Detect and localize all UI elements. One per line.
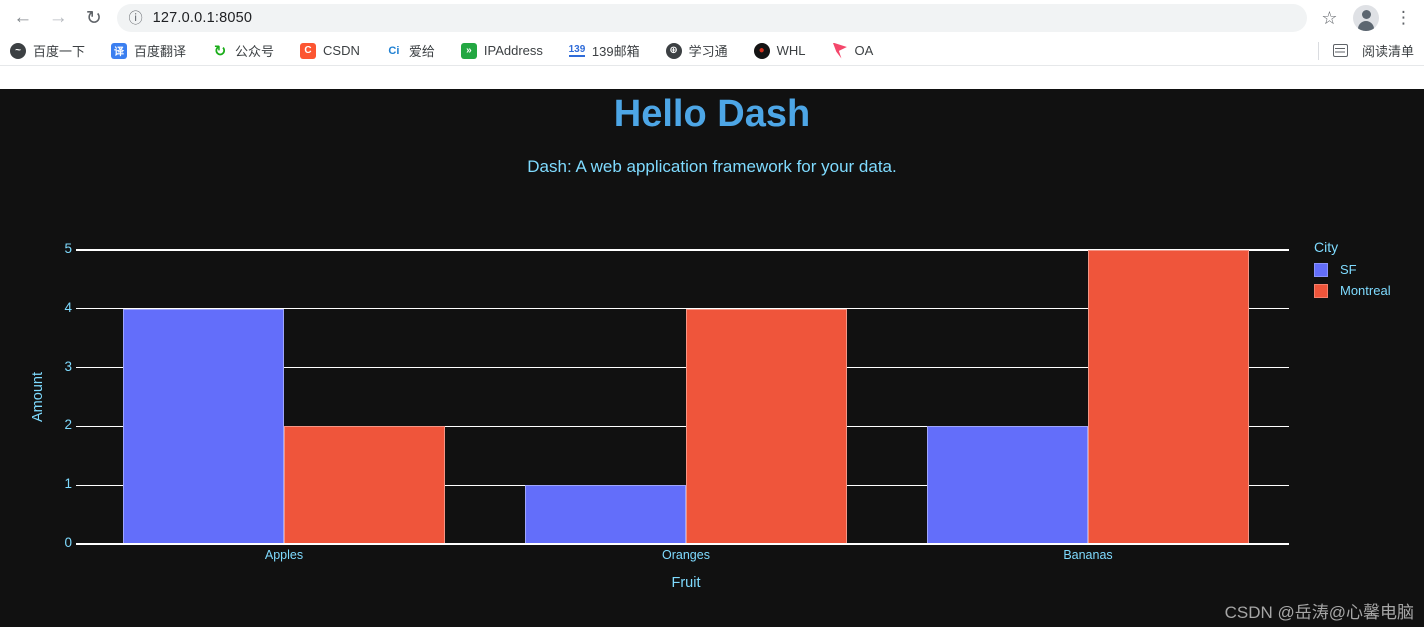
bookmark-公众号[interactable]: ↻ 公众号 [212,41,274,60]
legend-label: Montreal [1340,283,1391,298]
y-tick-mark [76,249,83,251]
bookmark-label: OA [854,43,874,58]
y-tick-label: 4 [64,299,72,315]
bookmark-favicon: ⊕ [665,42,682,59]
y-tick-mark [76,543,83,545]
bookmarks-bar: ~ 百度一下 译百度翻译 ↻ 公众号 C CSDN Ci 爱给 » IPAddress 139 139邮… [0,36,1424,66]
reload-icon[interactable]: ↻ [85,7,102,29]
bookmark-CSDN[interactable]: C CSDN [300,42,360,59]
bookmark-label: 百度一下 [33,44,86,59]
legend-swatch [1314,262,1328,277]
bar-chart: Amount Fruit City SF Montreal 0 1 2 3 4 5 Apple… [0,89,1424,627]
browser-toolbar: ← → ↻ ⓘ 127.0.0.1:8050 ☆ ⋮ [0,0,1424,36]
bookmark-学习通[interactable]: ⊕ 学习通 [665,41,728,60]
bar-sf-oranges[interactable] [525,485,686,544]
avatar-icon [1361,10,1371,19]
bar-montreal-oranges[interactable] [686,308,847,544]
gridline-5 [83,249,1289,251]
bookmark-star-icon[interactable]: ☆ [1321,7,1338,28]
x-tick-label: Bananas [1063,548,1113,562]
dash-app-page: Hello Dash Dash: A web application frame… [0,89,1424,627]
bookmark-favicon: Ci [388,44,400,57]
legend-title: City [1314,239,1339,255]
bookmark-百度翻译[interactable]: 译百度翻译 [111,41,186,60]
bookmark-label: 公众号 [235,44,275,59]
bookmark-百度一下[interactable]: ~ 百度一下 [10,41,85,60]
legend-swatch [1314,283,1328,298]
page-title: Hello Dash [613,93,811,135]
y-tick-label: 3 [64,358,72,374]
browser-menu-icon[interactable]: ⋮ [1394,8,1412,27]
gridline-4 [83,308,1289,310]
y-tick-mark [76,425,83,428]
y-tick-label: 1 [64,476,72,492]
bar-sf-apples[interactable] [123,308,284,544]
reading-list-icon [1332,44,1348,57]
bookmark-爱给[interactable]: Ci 爱给 [386,41,435,60]
x-tick-label: Oranges [662,548,710,562]
y-tick-label: 2 [64,417,72,433]
bookmark-label: 139邮箱 [591,44,640,59]
x-axis-title: Fruit [671,575,701,591]
bookmark-favicon: » [460,42,477,59]
bookmark-favicon: ● [753,42,770,59]
bookmark-label: CSDN [323,43,360,58]
forward-icon[interactable]: → [48,7,68,28]
bookmark-favicon [832,42,847,59]
bookmarks-separator [1317,41,1319,60]
bookmark-label: 爱给 [408,44,435,59]
y-tick-label: 5 [64,241,72,256]
bookmark-favicon: 139 [568,44,586,57]
bookmark-139邮箱[interactable]: 139 139邮箱 [569,41,640,60]
legend-label: SF [1340,262,1357,277]
bookmark-IPAddress[interactable]: » IPAddress [460,42,543,59]
url-text[interactable]: 127.0.0.1:8050 [152,10,253,26]
y-tick-mark [76,366,83,369]
legend-item-sf[interactable]: SF [1314,262,1391,277]
page-subtitle: Dash: A web application framework for yo… [527,157,897,176]
bar-montreal-bananas[interactable] [1088,250,1249,544]
back-icon[interactable]: ← [13,7,33,28]
bookmark-WHL[interactable]: ● WHL [753,42,806,59]
bookmark-favicon: ~ [10,42,26,59]
reading-list-label: 阅读清单 [1361,44,1414,59]
bookmark-favicon: ↻ [213,42,227,60]
bookmark-favicon: 译 [111,42,128,59]
bar-montreal-apples[interactable] [284,426,445,544]
address-bar[interactable]: ⓘ 127.0.0.1:8050 [116,4,1308,32]
x-tick-label: Apples [264,548,304,562]
y-axis-title: Amount [30,372,46,422]
reading-list-button[interactable]: 阅读清单 [1332,41,1414,60]
watermark: CSDN @岳涛@心馨电脑 [1224,603,1414,622]
bookmark-favicon: C [300,42,317,59]
y-tick-mark [76,484,83,486]
bookmark-label: 百度翻译 [134,44,187,59]
bookmark-label: 学习通 [688,44,728,59]
profile-avatar[interactable] [1353,5,1379,31]
y-tick-label: 0 [64,535,72,550]
page-margin [0,66,1424,89]
bookmark-label: WHL [776,43,806,58]
y-tick-mark [76,308,83,310]
x-axis-line [83,543,1289,545]
chart-legend: City SF Montreal [1314,239,1391,304]
legend-item-montreal[interactable]: Montreal [1314,283,1391,298]
bookmark-OA[interactable]: OA [832,42,874,59]
bookmark-label: IPAddress [483,43,543,58]
bar-sf-bananas[interactable] [927,426,1088,544]
site-info-icon[interactable]: ⓘ [128,10,143,26]
